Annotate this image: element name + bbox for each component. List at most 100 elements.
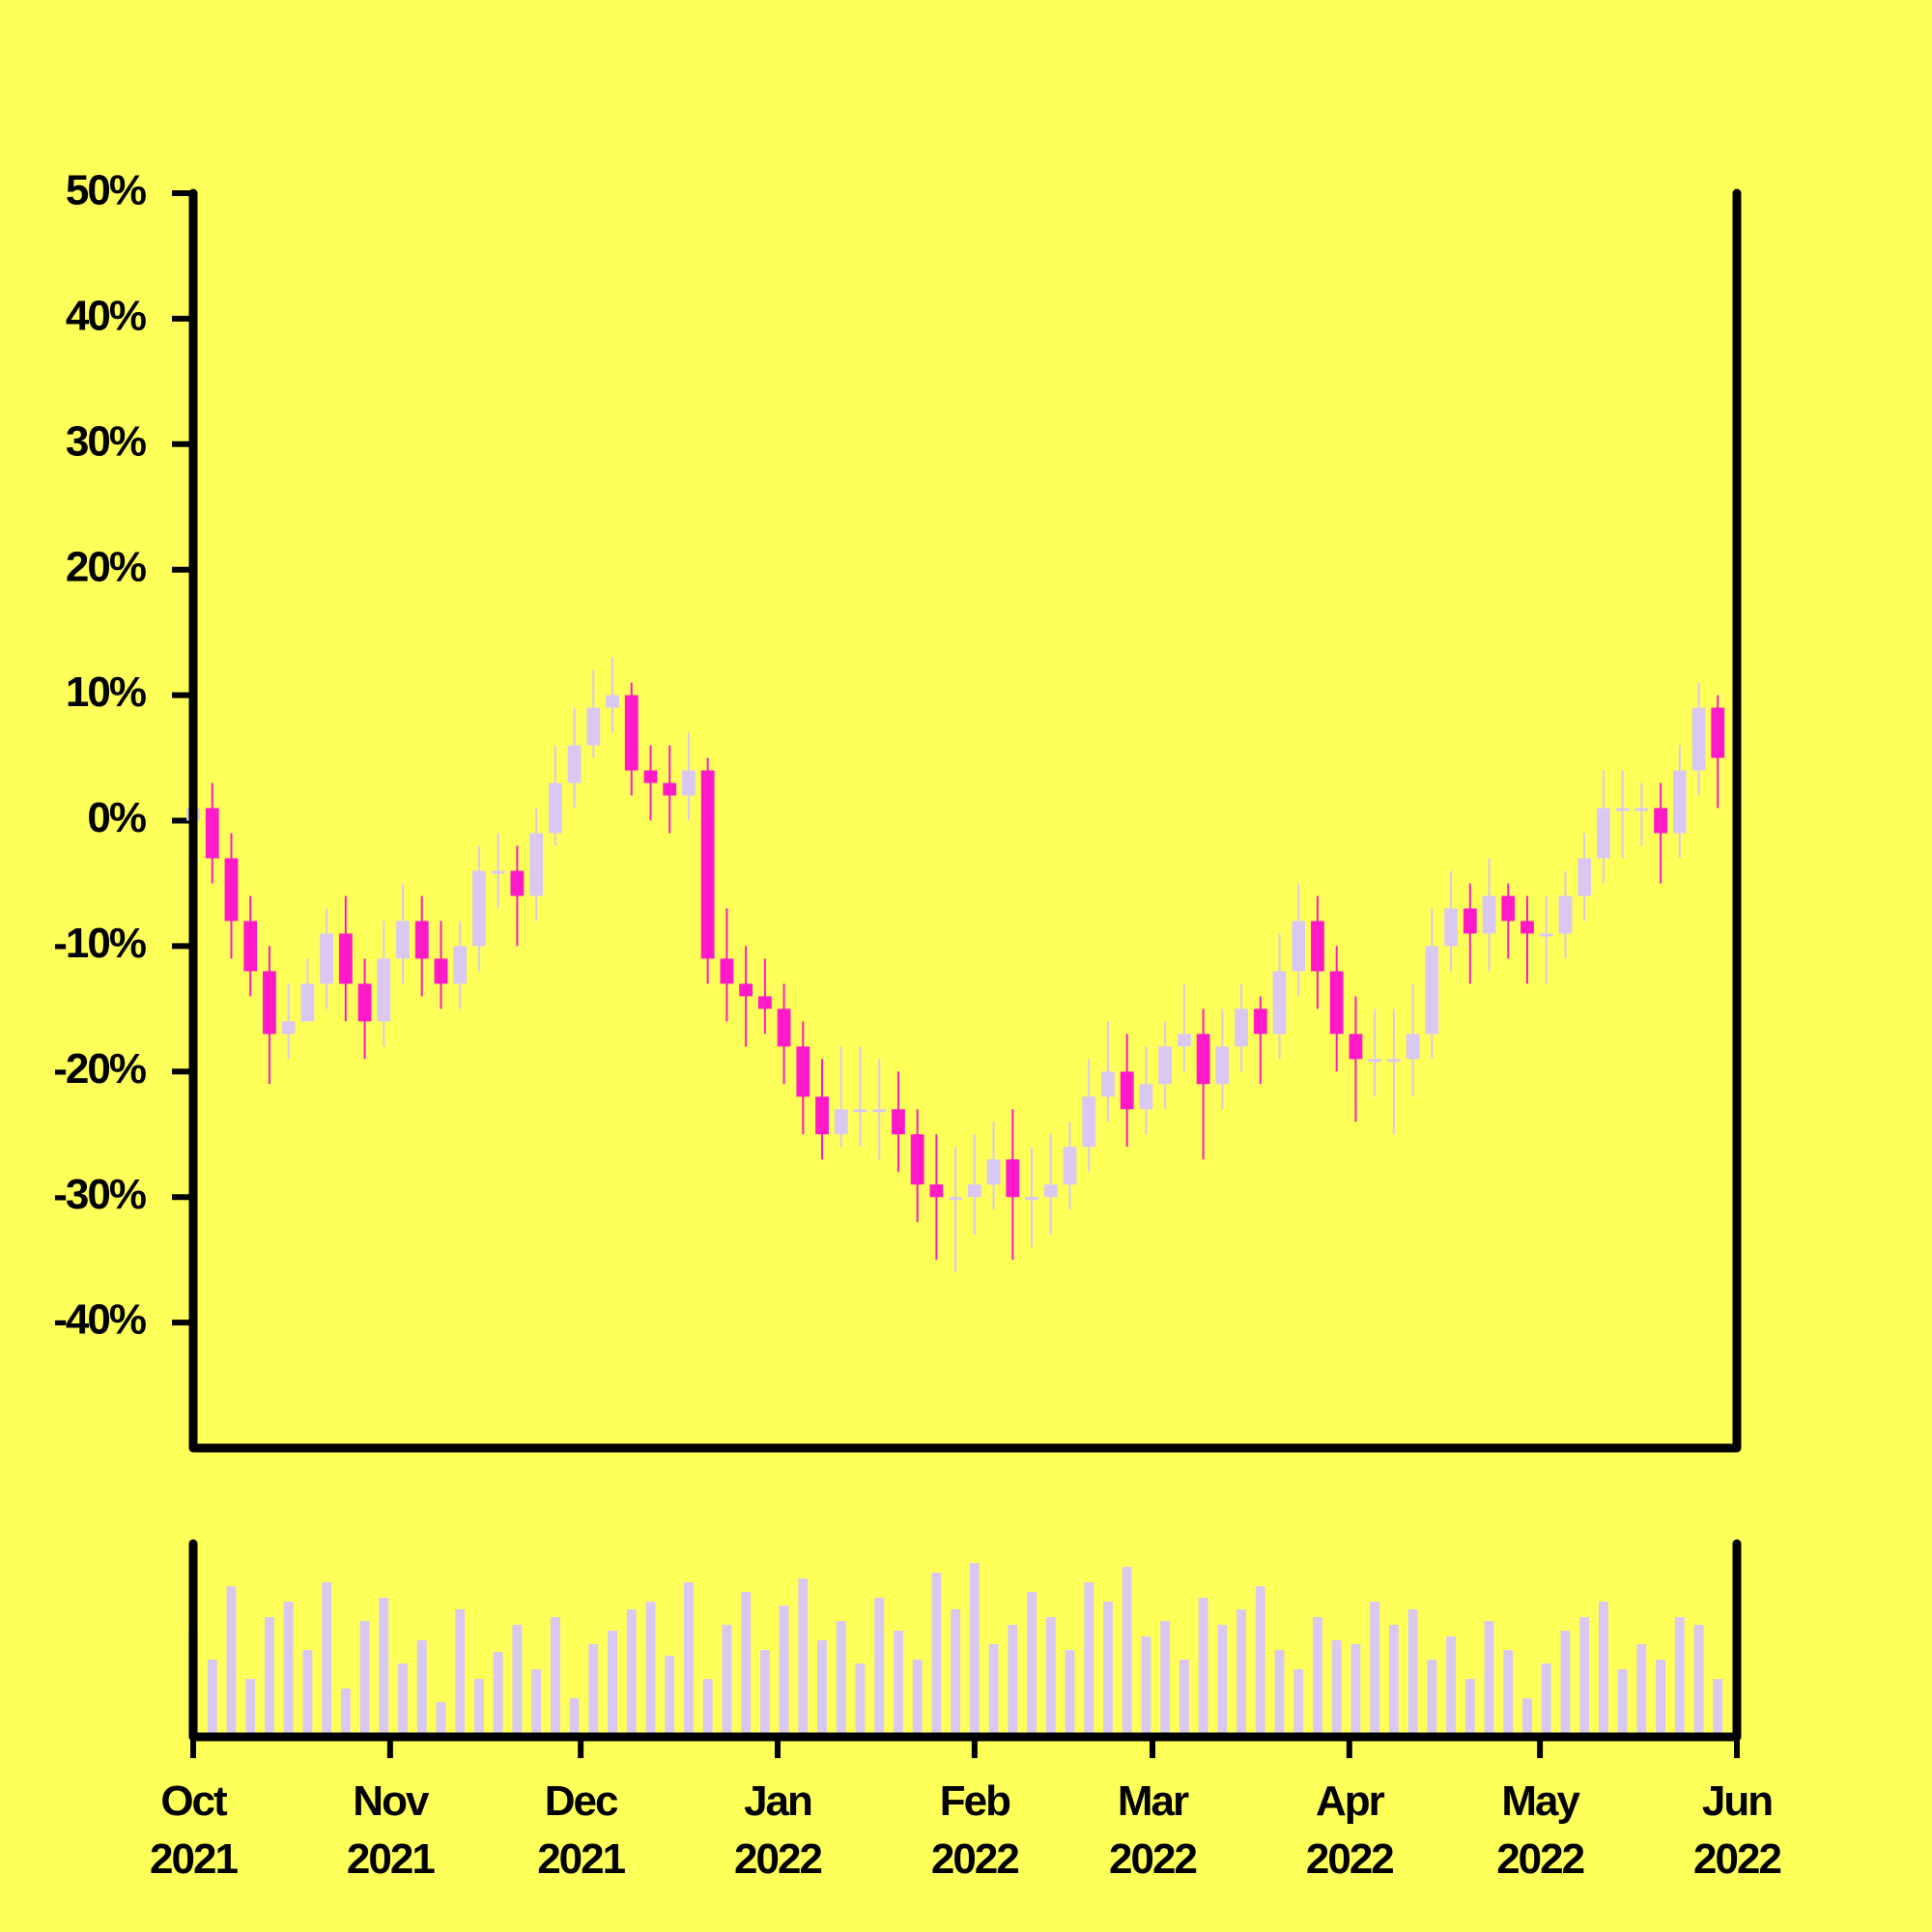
candle-body bbox=[682, 770, 696, 796]
candle-body bbox=[1120, 1071, 1134, 1110]
volume-bar bbox=[1274, 1650, 1285, 1737]
volume-bar bbox=[1636, 1644, 1647, 1737]
candle-body bbox=[1043, 1184, 1058, 1198]
candle-body bbox=[757, 996, 772, 1009]
volume-bar bbox=[1160, 1621, 1171, 1737]
candle-body bbox=[1196, 1034, 1210, 1085]
volume-bar bbox=[1579, 1617, 1590, 1737]
candle-body bbox=[567, 745, 582, 783]
volume-bar bbox=[1560, 1631, 1571, 1737]
candle-body bbox=[624, 695, 639, 771]
candle-body bbox=[949, 1197, 963, 1201]
volume-bar bbox=[951, 1609, 961, 1737]
candle-body bbox=[986, 1159, 1001, 1185]
volume-bar bbox=[1484, 1621, 1494, 1737]
candle-body bbox=[453, 946, 468, 984]
volume-bar bbox=[207, 1660, 217, 1737]
candle-body bbox=[1368, 1059, 1382, 1063]
candle-body bbox=[263, 971, 276, 1035]
candle-body bbox=[491, 870, 505, 874]
volume-bar bbox=[626, 1609, 637, 1737]
candle-body bbox=[224, 858, 239, 922]
candle-body bbox=[1691, 707, 1706, 771]
volume-bar bbox=[1503, 1650, 1514, 1737]
volume-bar bbox=[1179, 1660, 1189, 1737]
candle-body bbox=[1025, 1197, 1038, 1201]
volume-bar bbox=[264, 1617, 274, 1737]
volume-bar bbox=[455, 1609, 466, 1737]
candle-body bbox=[853, 1109, 867, 1113]
volume-bar bbox=[684, 1582, 694, 1737]
candle-body bbox=[1615, 808, 1630, 811]
volume-bar bbox=[359, 1621, 370, 1737]
candle-body bbox=[1444, 908, 1458, 947]
x-tick-label: Jun 2022 bbox=[1693, 1777, 1782, 1883]
volume-bar bbox=[665, 1656, 675, 1737]
candle-body bbox=[834, 1109, 848, 1135]
candle-body bbox=[300, 983, 315, 1022]
volume-bar bbox=[894, 1631, 903, 1737]
candle-body bbox=[338, 933, 353, 984]
volume-bar bbox=[340, 1689, 351, 1737]
candle-body bbox=[1329, 971, 1344, 1035]
volume-bar bbox=[1236, 1609, 1246, 1737]
candle-body bbox=[663, 782, 677, 796]
volume-bar bbox=[1027, 1592, 1037, 1737]
y-tick-label: 10% bbox=[66, 668, 146, 716]
volume-bar bbox=[569, 1698, 580, 1737]
candle-body bbox=[1063, 1147, 1077, 1185]
volume-bar bbox=[512, 1625, 523, 1737]
candle-body bbox=[1101, 1071, 1115, 1097]
volume-bar bbox=[398, 1663, 408, 1737]
x-tick-label: Mar 2022 bbox=[1109, 1777, 1198, 1883]
volume-bar bbox=[1446, 1636, 1457, 1737]
volume-bar bbox=[1522, 1698, 1532, 1737]
axis-frame bbox=[188, 188, 1742, 1453]
volume-bar bbox=[550, 1617, 560, 1737]
volume-bar bbox=[1198, 1598, 1208, 1737]
volume-bar bbox=[283, 1602, 294, 1737]
volume-bar bbox=[1122, 1567, 1132, 1737]
candle-body bbox=[434, 958, 448, 984]
candle-body bbox=[243, 921, 258, 972]
volume-bar bbox=[322, 1582, 332, 1737]
y-tick-label: 30% bbox=[66, 417, 146, 465]
volume-bar bbox=[1674, 1617, 1685, 1737]
y-tick-label: 20% bbox=[66, 543, 146, 590]
candle-body bbox=[1482, 895, 1496, 934]
volume-bar bbox=[931, 1573, 942, 1737]
volume-bar bbox=[836, 1621, 846, 1737]
y-tick-label: 0% bbox=[87, 794, 145, 841]
x-tick-label: Jan 2022 bbox=[734, 1777, 823, 1883]
volume-bar bbox=[379, 1598, 389, 1737]
candle-body bbox=[815, 1096, 829, 1135]
candle-body bbox=[586, 707, 601, 746]
volume-bar bbox=[779, 1605, 789, 1737]
volume-bar bbox=[969, 1563, 980, 1737]
volume-bar bbox=[531, 1669, 542, 1737]
candle-body bbox=[1006, 1159, 1020, 1198]
candle-body bbox=[1672, 770, 1687, 834]
volume-bar bbox=[1407, 1609, 1418, 1737]
y-tick-label: 50% bbox=[66, 167, 146, 214]
volume-bar bbox=[722, 1625, 732, 1737]
volume-bar bbox=[1045, 1617, 1056, 1737]
candle-body bbox=[720, 958, 734, 984]
candle-body bbox=[700, 770, 715, 959]
volume-bar bbox=[1388, 1625, 1399, 1737]
volume-bar bbox=[1008, 1625, 1018, 1737]
candle-body bbox=[1425, 946, 1439, 1035]
candle-body bbox=[739, 983, 753, 997]
candle-body bbox=[1577, 858, 1592, 896]
volume-bar bbox=[817, 1640, 827, 1737]
candle-body bbox=[1311, 921, 1324, 972]
candle-body bbox=[643, 770, 658, 783]
candle-body bbox=[1463, 908, 1477, 934]
volume-bar bbox=[1464, 1679, 1475, 1737]
candle-body bbox=[777, 1009, 791, 1047]
volume-bar bbox=[988, 1644, 999, 1737]
candle-body bbox=[1082, 1096, 1096, 1148]
volume-bar bbox=[1656, 1660, 1666, 1737]
candle-body bbox=[1520, 921, 1534, 934]
